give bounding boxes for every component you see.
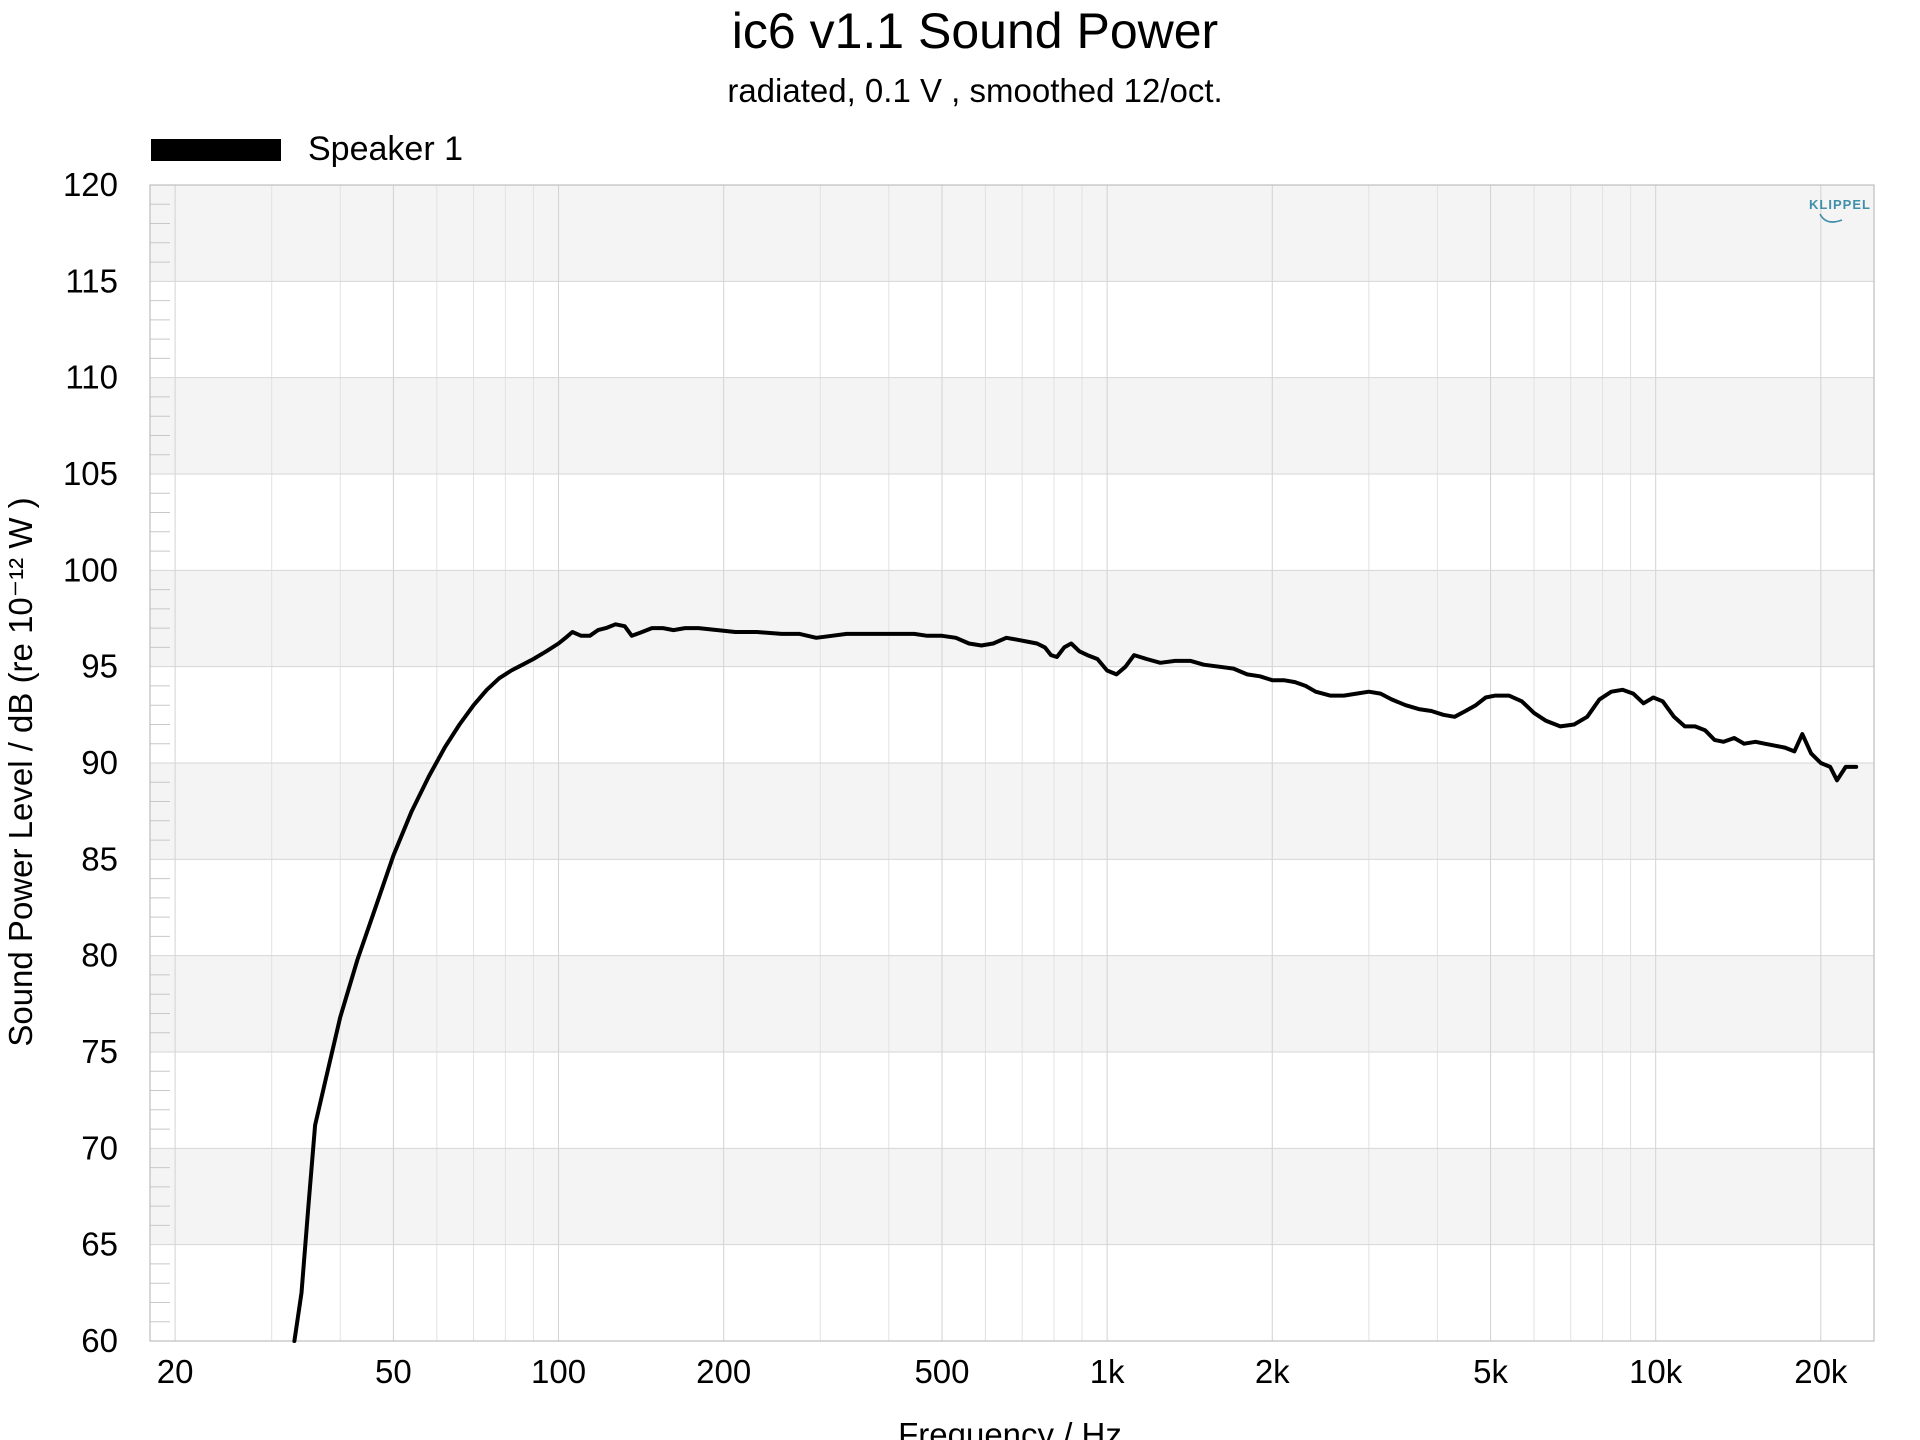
plot-area: 60 65 70 75 80 85 90 95 100 105 110 115 120 20 50 100 20… <box>63 166 1875 1390</box>
y-tick-label: 60 <box>81 1322 118 1359</box>
x-tick-label: 500 <box>914 1353 969 1390</box>
y-tick-label: 70 <box>81 1129 118 1166</box>
y-tick-label: 115 <box>65 262 118 299</box>
chart-subtitle: radiated, 0.1 V , smoothed 12/oct. <box>727 72 1222 109</box>
x-tick-label: 5k <box>1473 1353 1508 1390</box>
klippel-logo-swoosh <box>1819 213 1843 223</box>
plot-band <box>150 570 1874 667</box>
plot-band <box>150 377 1874 474</box>
legend: Speaker 1 <box>151 130 463 168</box>
x-tick-label: 1k <box>1090 1353 1125 1390</box>
chart-title: ic6 v1.1 Sound Power <box>732 3 1218 59</box>
y-tick-label: 90 <box>81 744 118 781</box>
plot-border <box>149 184 1875 1342</box>
y-tick-label: 95 <box>81 648 118 685</box>
y-tick-label: 80 <box>81 937 118 974</box>
x-tick-label: 50 <box>375 1353 412 1390</box>
plot-band <box>150 1148 1874 1245</box>
y-tick-label: 110 <box>65 359 118 396</box>
x-tick-label: 20 <box>157 1353 194 1390</box>
series-line-speaker-1 <box>292 622 1859 1343</box>
y-tick-label: 100 <box>63 551 118 588</box>
x-tick-label: 2k <box>1255 1353 1290 1390</box>
y-tick-label: 105 <box>63 455 118 492</box>
x-tick-label: 20k <box>1794 1353 1848 1390</box>
klippel-logo-text: KLIPPEL <box>1809 197 1871 212</box>
x-tick-label: 200 <box>696 1353 751 1390</box>
plot-band <box>150 763 1874 860</box>
x-axis-label: Frequency / Hz <box>898 1416 1122 1440</box>
plot-band <box>150 185 1874 282</box>
y-tick-label: 65 <box>81 1226 118 1263</box>
plot-band <box>150 955 1874 1052</box>
klippel-logo: KLIPPEL <box>1809 197 1871 223</box>
legend-swatch-speaker-1 <box>151 139 281 161</box>
x-tick-label: 100 <box>531 1353 586 1390</box>
y-tick-label: 85 <box>81 840 118 877</box>
legend-label-speaker-1: Speaker 1 <box>308 130 463 168</box>
y-axis-label: Sound Power Level / dB (re 10⁻¹² W ) <box>2 497 39 1046</box>
y-tick-label: 75 <box>81 1033 118 1070</box>
x-tick-label: 10k <box>1629 1353 1683 1390</box>
y-tick-label: 120 <box>63 166 118 203</box>
